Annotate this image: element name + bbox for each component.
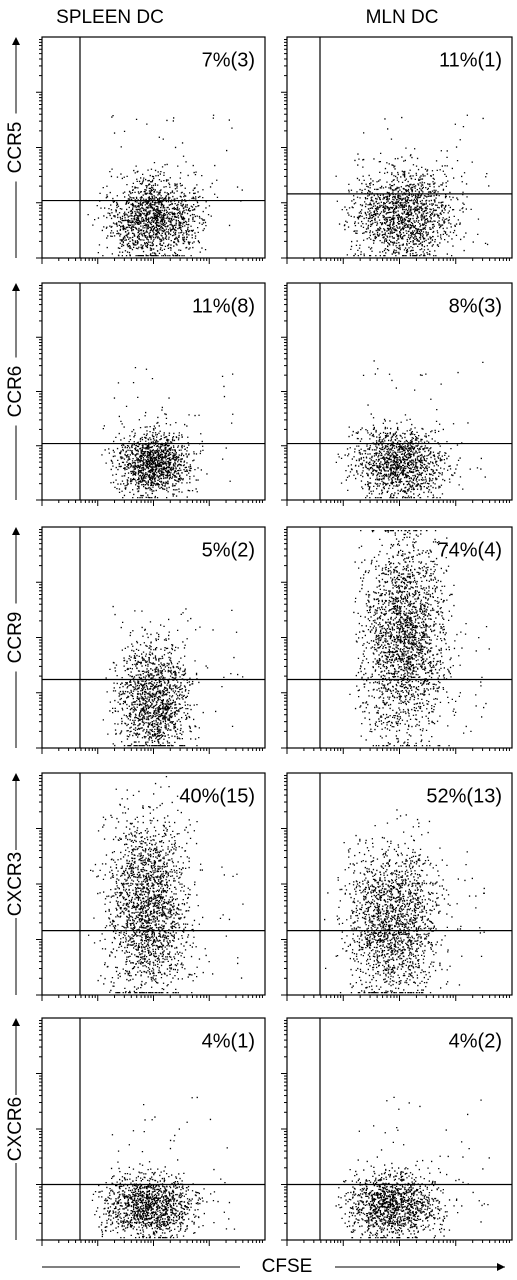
quadrant-percentage: 4%(2) — [449, 1030, 502, 1052]
plot-panel: 7%(3) — [36, 36, 266, 264]
row-label: CXCR3 — [5, 852, 26, 916]
event-dots — [91, 1096, 236, 1239]
event-dots — [101, 367, 234, 499]
plot-panel: 5%(2) — [36, 526, 266, 754]
row-axis-arrow-head — [12, 283, 20, 291]
quadrant-percentage: 74%(4) — [438, 539, 502, 561]
quadrant-percentage: 52%(13) — [426, 785, 502, 807]
column-title: MLN DC — [366, 7, 439, 28]
row-label: CXCR6 — [5, 1097, 26, 1161]
plot-panel: 11%(8) — [36, 282, 266, 506]
row-label: CCR6 — [5, 366, 26, 418]
x-axis-arrow-head — [497, 1263, 505, 1271]
plot-panel: 8%(3) — [281, 282, 513, 506]
event-dots — [87, 114, 243, 257]
plot-panel: 40%(15) — [36, 772, 266, 1001]
quadrant-percentage: 11%(8) — [192, 295, 255, 317]
quadrant-percentage: 7%(3) — [202, 49, 255, 71]
plot-panel: 74%(4) — [281, 526, 513, 754]
event-dots — [88, 776, 244, 994]
row-label: CCR9 — [5, 612, 26, 664]
row-axis-arrow-head — [12, 527, 20, 535]
column-title: SPLEEN DC — [56, 7, 164, 28]
event-dots — [335, 1096, 490, 1239]
plot-panel: 4%(2) — [281, 1017, 513, 1246]
plot-panel: 4%(1) — [36, 1017, 266, 1246]
quadrant-percentage: 5%(2) — [202, 539, 255, 561]
row-label: CCR5 — [5, 122, 26, 174]
event-dots — [324, 809, 485, 994]
event-dots — [102, 605, 244, 747]
event-dots — [335, 360, 486, 499]
x-axis-label: CFSE — [262, 1256, 313, 1277]
row-axis-arrow-head — [12, 773, 20, 781]
plot-panel: 52%(13) — [281, 772, 513, 1001]
quadrant-percentage: 8%(3) — [449, 295, 502, 317]
event-dots — [335, 114, 490, 257]
row-axis-arrow-head — [12, 1018, 20, 1026]
event-dots — [349, 530, 490, 747]
plot-panel: 11%(1) — [281, 36, 513, 264]
quadrant-percentage: 4%(1) — [202, 1030, 255, 1052]
quadrant-percentage: 11%(1) — [439, 49, 502, 71]
row-axis-arrow-head — [12, 37, 20, 45]
quadrant-percentage: 40%(15) — [179, 785, 255, 807]
